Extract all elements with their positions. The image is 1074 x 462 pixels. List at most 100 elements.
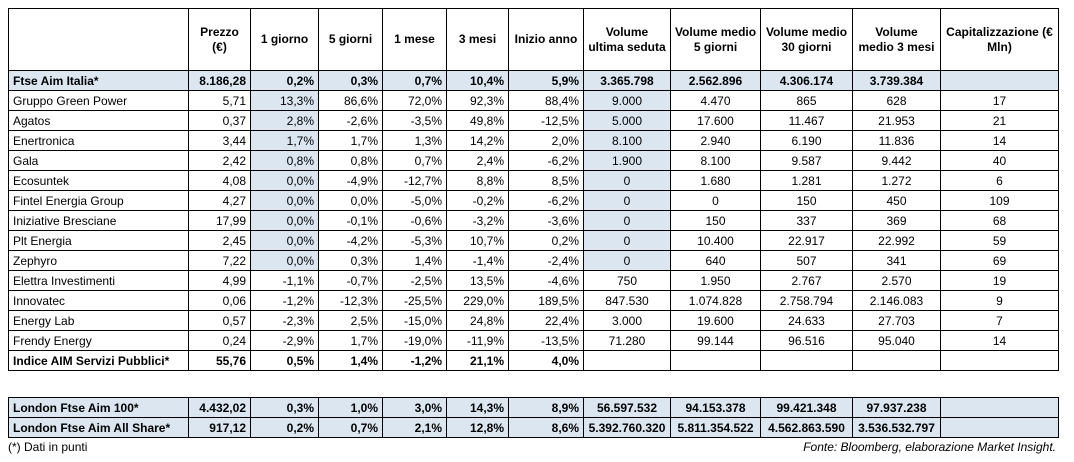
london-table: London Ftse Aim 100* 4.432,02 0,3% 1,0% 3,0%… [8,397,1059,438]
cell: 3.536.532.797 [852,417,941,438]
cell: 72,0% [382,90,447,111]
cell: 3,0% [382,397,447,418]
cell: 99.144 [670,330,761,351]
cell: 1,0% [318,397,383,418]
cell: -1,1% [250,270,319,291]
cell: -15,0% [382,310,447,331]
cell: 2,5% [318,310,383,331]
cell: 68 [940,210,1059,231]
table-row: Energy Lab 0,57 -2,3% 2,5% -15,0% 24,8% 22,4% 3… [8,310,1059,331]
row-name: London Ftse Aim 100* [8,397,189,418]
row-name: Ecosuntek [8,170,189,191]
cell: 21,1% [446,350,509,371]
cell: 4,08 [188,170,251,191]
table-row: Gruppo Green Power 5,71 13,3% 86,6% 72,0% 92,… [8,90,1059,111]
cell: 628 [852,90,941,111]
cell: 0,0% [250,230,319,251]
cell: 24.633 [760,310,853,331]
cell: 9.000 [583,90,671,111]
cell: -3,5% [382,110,447,131]
footnote: (*) Dati in punti [8,440,88,454]
cell: 14 [940,330,1059,351]
row-name: Gruppo Green Power [8,90,189,111]
cell: 450 [852,190,941,211]
cell: -0,7% [318,270,383,291]
cell: 21 [940,110,1059,131]
table-row: Frendy Energy 0,24 -2,9% 1,7% -19,0% -11,9% -1… [8,330,1059,351]
cell: 0,0% [250,170,319,191]
cell: -5,3% [382,230,447,251]
cell: 8.186,28 [188,70,251,91]
row-name: Fintel Energia Group [8,190,189,211]
cell [940,350,1059,371]
cell: 27.703 [852,310,941,331]
row-name: Energy Lab [8,310,189,331]
cell: 14 [940,130,1059,151]
cell: 86,6% [318,90,383,111]
cell: 14,2% [446,130,509,151]
table-row: Gala 2,42 0,8% 0,8% 0,7% 2,4% -6,2% 1.900 8.100 9… [8,150,1059,171]
cell: 0,06 [188,290,251,311]
cell: 0,3% [318,70,383,91]
cell: -3,6% [508,210,584,231]
cell: 1.900 [583,150,671,171]
cell: 847.530 [583,290,671,311]
cell: 917,12 [188,417,251,438]
cell: -2,9% [250,330,319,351]
header-cell: 1 giorno [250,8,319,71]
table-row: Ftse Aim Italia* 8.186,28 0,2% 0,3% 0,7% 10,4… [8,70,1059,91]
cell: -6,2% [508,150,584,171]
header-cell: Volume medio 30 giorni [760,8,853,71]
cell: 0 [583,170,671,191]
table-row: Enertronica 3,44 1,7% 1,7% 1,3% 14,2% 2,0% 8.10… [8,130,1059,151]
cell: 4,99 [188,270,251,291]
cell: 11.836 [852,130,941,151]
cell: 96.516 [760,330,853,351]
cell: 0 [583,210,671,231]
cell: 0 [583,190,671,211]
cell: 865 [760,90,853,111]
cell: -12,7% [382,170,447,191]
cell: -25,5% [382,290,447,311]
header-row: Prezzo (€) 1 giorno 5 giorni 1 mese 3 mesi In… [8,8,1059,71]
header-cell: Capitalizzazione (€ Mln) [940,8,1059,71]
cell: 1.680 [670,170,761,191]
cell: 99.421.348 [760,397,853,418]
cell: 0,37 [188,110,251,131]
cell: -1,4% [446,250,509,271]
table-row: London Ftse Aim 100* 4.432,02 0,3% 1,0% 3,0%… [8,397,1059,418]
cell: 4.306.174 [760,70,853,91]
cell: -5,0% [382,190,447,211]
cell: 5,71 [188,90,251,111]
cell: 6.190 [760,130,853,151]
cell: 0,2% [250,417,319,438]
cell: 1.281 [760,170,853,191]
row-name: Iniziative Bresciane [8,210,189,231]
row-name: Elettra Investimenti [8,270,189,291]
cell: 55,76 [188,350,251,371]
cell: 19 [940,270,1059,291]
cell: 10,4% [446,70,509,91]
cell: 3.000 [583,310,671,331]
cell: 2,4% [446,150,509,171]
cell: 4.470 [670,90,761,111]
cell: 8,5% [508,170,584,191]
cell: -12,5% [508,110,584,131]
table-row: London Ftse Aim All Share* 917,12 0,2% 0,7%… [8,417,1059,438]
cell [940,70,1059,91]
cell: 8.100 [670,150,761,171]
table-row: Ecosuntek 4,08 0,0% -4,9% -12,7% 8,8% 8,5% 0 1.6… [8,170,1059,191]
header-cell [8,8,189,71]
header-cell: 1 mese [382,8,447,71]
cell: 2,0% [508,130,584,151]
cell: 1,4% [318,350,383,371]
cell: 40 [940,150,1059,171]
row-name: Plt Energia [8,230,189,251]
cell: -4,2% [318,230,383,251]
cell: 341 [852,250,941,271]
cell: 1,7% [250,130,319,151]
main-table: Prezzo (€) 1 giorno 5 giorni 1 mese 3 mesi In… [8,8,1059,371]
cell: 17,99 [188,210,251,231]
cell: 88,4% [508,90,584,111]
